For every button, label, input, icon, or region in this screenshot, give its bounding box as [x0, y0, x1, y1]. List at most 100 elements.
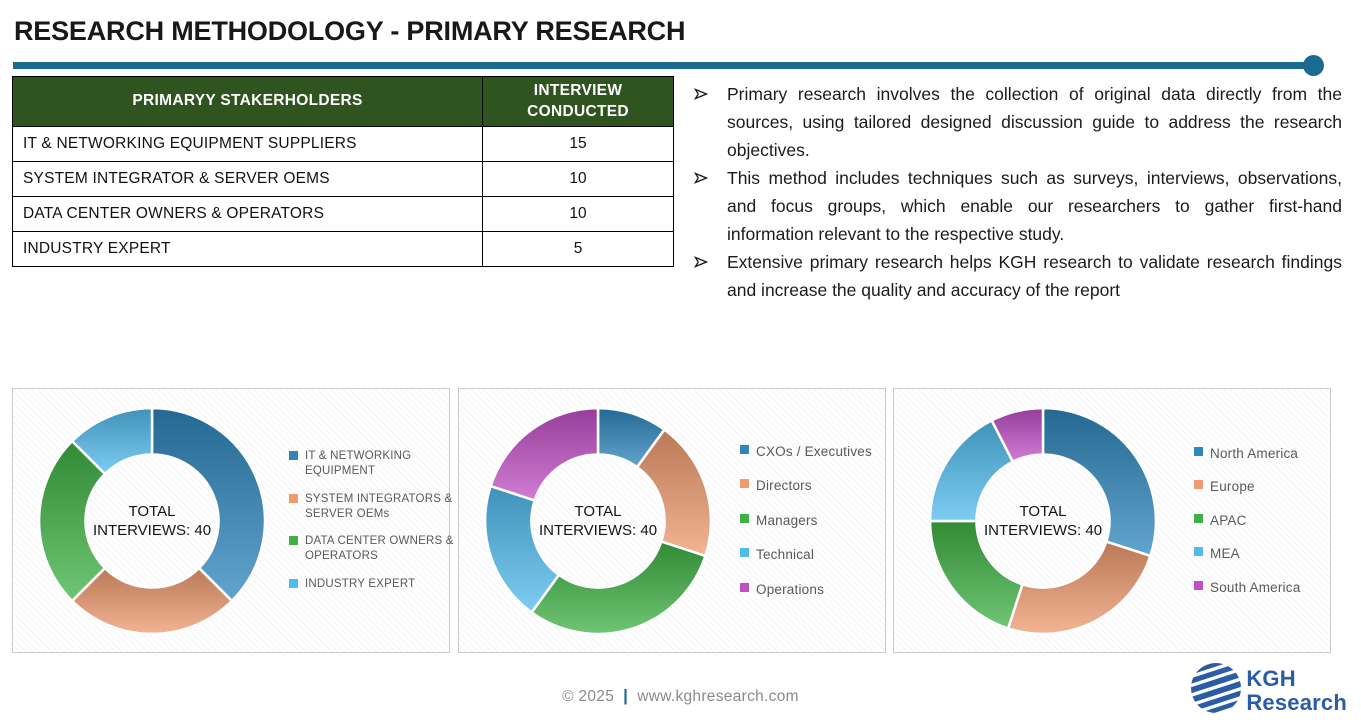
- logo-text: KGH Research: [1246, 665, 1347, 715]
- legend-label: INDUSTRY EXPERT: [305, 578, 416, 591]
- footer-separator: |: [623, 686, 629, 705]
- chart-legend: IT & NETWORKING EQUIPMENT SYSTEM INTEGRAT…: [289, 389, 455, 652]
- legend-label: Europe: [1210, 479, 1255, 495]
- bullet-item: Extensive primary research helps KGH res…: [692, 248, 1342, 304]
- divider-end-dot: [1303, 55, 1324, 76]
- legend-marker-icon: [1194, 580, 1203, 590]
- legend-label: APAC: [1210, 512, 1247, 528]
- website-text: www.kghresearch.com: [637, 688, 799, 705]
- donut-slice-data-center-owners-operators: [37, 439, 107, 603]
- chart-panel-stakeholders: TOTAL INTERVIEWS: 40 IT & NETWORKING EQUI…: [12, 388, 453, 653]
- bullet-arrow-icon: [692, 80, 727, 164]
- table-header-interviews: INTERVIEW CONDUCTED: [482, 76, 674, 127]
- legend-marker-icon: [740, 444, 749, 454]
- bullet-text: This method includes techniques such as …: [727, 168, 1342, 244]
- donut-center-label: TOTAL INTERVIEWS: 40: [92, 503, 212, 539]
- donut-chart: TOTAL INTERVIEWS: 40: [922, 400, 1164, 642]
- stakeholder-cell: IT & NETWORKING EQUIPMENT SUPPLIERS: [12, 126, 483, 162]
- donut-chart-svg: [928, 406, 1158, 636]
- table-header-row: PRIMARYY STAKERHOLDERS INTERVIEW CONDUCT…: [12, 76, 674, 127]
- legend-item-directors: Directors: [740, 477, 890, 495]
- legend-marker-icon: [1194, 480, 1203, 490]
- legend-label: North America: [1210, 445, 1299, 461]
- legend-marker-icon: [740, 548, 749, 558]
- legend-label: South America: [1210, 579, 1301, 595]
- legend-item-apac: APAC: [1194, 512, 1332, 530]
- legend-item-north-america: North America: [1194, 445, 1332, 463]
- donut-slice-north-america: [1041, 406, 1158, 558]
- donut-slice-operations: [489, 406, 600, 502]
- stakeholder-cell: SYSTEM INTEGRATOR & SERVER OEMS: [12, 161, 483, 197]
- legend-item-operations: Operations: [740, 581, 890, 599]
- donut-slice-it-networking-equipment: [150, 406, 267, 603]
- donut-center-label: TOTAL INTERVIEWS: 40: [538, 503, 658, 539]
- legend-marker-icon: [740, 513, 749, 523]
- legend-marker-icon: [740, 582, 749, 592]
- bullet-arrow-icon: [692, 248, 727, 304]
- legend-item-system-integrators-server-oems: SYSTEM INTEGRATORS & SERVER OEMs: [289, 492, 455, 522]
- legend-item-mea: MEA: [1194, 545, 1332, 563]
- legend-marker-icon: [740, 479, 749, 489]
- footer: © 2025 | www.kghresearch.com: [0, 686, 1361, 706]
- logo-text-kgh: KGH: [1246, 665, 1296, 691]
- legend-item-cxos-executives: CXOs / Executives: [740, 443, 890, 461]
- legend-label: Directors: [756, 478, 812, 494]
- donut-slice-south-america: [990, 406, 1045, 463]
- donut-slice-industry-expert: [70, 406, 154, 476]
- table-row: SYSTEM INTEGRATOR & SERVER OEMS 10: [12, 161, 674, 197]
- donut-slice-europe: [1006, 540, 1152, 636]
- legend-item-it-networking-equipment: IT & NETWORKING EQUIPMENT: [289, 449, 455, 479]
- page-title: RESEARCH METHODOLOGY - PRIMARY RESEARCH: [14, 16, 686, 46]
- bullet-text: Extensive primary research helps KGH res…: [727, 252, 1342, 300]
- donut-slice-managers: [530, 540, 707, 636]
- bullet-list: Primary research involves the collection…: [692, 80, 1342, 304]
- legend-label: Operations: [756, 581, 825, 597]
- chart-panel-regions: TOTAL INTERVIEWS: 40 North America Europe A…: [893, 388, 1331, 653]
- interviews-count-cell: 10: [482, 161, 674, 197]
- divider-line: [13, 55, 1324, 76]
- legend-marker-icon: [289, 450, 298, 460]
- interviews-count-cell: 15: [482, 126, 674, 162]
- bullet-item: This method includes techniques such as …: [692, 164, 1342, 248]
- donut-chart: TOTAL INTERVIEWS: 40: [31, 400, 273, 642]
- legend-marker-icon: [1194, 513, 1203, 523]
- chart-legend: CXOs / Executives Directors Managers Techni…: [740, 389, 890, 652]
- bullet-text: Primary research involves the collection…: [727, 84, 1342, 160]
- legend-marker-icon: [1194, 446, 1203, 456]
- bullet-item: Primary research involves the collection…: [692, 80, 1342, 164]
- chart-legend: North America Europe APAC MEA South America: [1194, 389, 1332, 652]
- donut-chart-svg: [483, 406, 713, 636]
- donut-slice-system-integrators-server-oems: [70, 566, 234, 636]
- donut-chart: TOTAL INTERVIEWS: 40: [477, 400, 719, 642]
- table-header-stakeholders: PRIMARYY STAKERHOLDERS: [12, 76, 483, 127]
- table-row: DATA CENTER OWNERS & OPERATORS 10: [12, 196, 674, 232]
- legend-item-industry-expert: INDUSTRY EXPERT: [289, 577, 455, 592]
- legend-item-technical: Technical: [740, 546, 890, 564]
- legend-label: DATA CENTER OWNERS & OPERATORS: [305, 535, 454, 563]
- kgh-logo: KGH Research: [1184, 656, 1347, 720]
- legend-label: Technical: [756, 547, 815, 563]
- legend-item-data-center-owners-operators: DATA CENTER OWNERS & OPERATORS: [289, 534, 455, 564]
- stakeholder-cell: INDUSTRY EXPERT: [12, 231, 483, 267]
- legend-marker-icon: [1194, 547, 1203, 557]
- stakeholder-cell: DATA CENTER OWNERS & OPERATORS: [12, 196, 483, 232]
- interviews-count-cell: 10: [482, 196, 674, 232]
- globe-icon: [1184, 656, 1248, 720]
- interviews-count-cell: 5: [482, 231, 674, 267]
- legend-label: CXOs / Executives: [756, 443, 872, 459]
- stakeholders-table: PRIMARYY STAKERHOLDERS INTERVIEW CONDUCT…: [12, 76, 674, 267]
- legend-item-managers: Managers: [740, 512, 890, 530]
- logo-text-research: Research: [1246, 689, 1347, 715]
- copyright-text: © 2025: [562, 688, 615, 705]
- table-row: IT & NETWORKING EQUIPMENT SUPPLIERS 15: [12, 126, 674, 162]
- bullet-arrow-icon: [692, 164, 727, 248]
- legend-label: Managers: [756, 512, 818, 528]
- legend-label: SYSTEM INTEGRATORS & SERVER OEMs: [305, 492, 453, 520]
- table-row: INDUSTRY EXPERT 5: [12, 231, 674, 267]
- chart-panel-designations: TOTAL INTERVIEWS: 40 CXOs / Executives Dir…: [458, 388, 886, 653]
- legend-marker-icon: [289, 536, 298, 546]
- donut-chart-svg: [37, 406, 267, 636]
- legend-marker-icon: [289, 579, 298, 589]
- legend-marker-icon: [289, 493, 298, 503]
